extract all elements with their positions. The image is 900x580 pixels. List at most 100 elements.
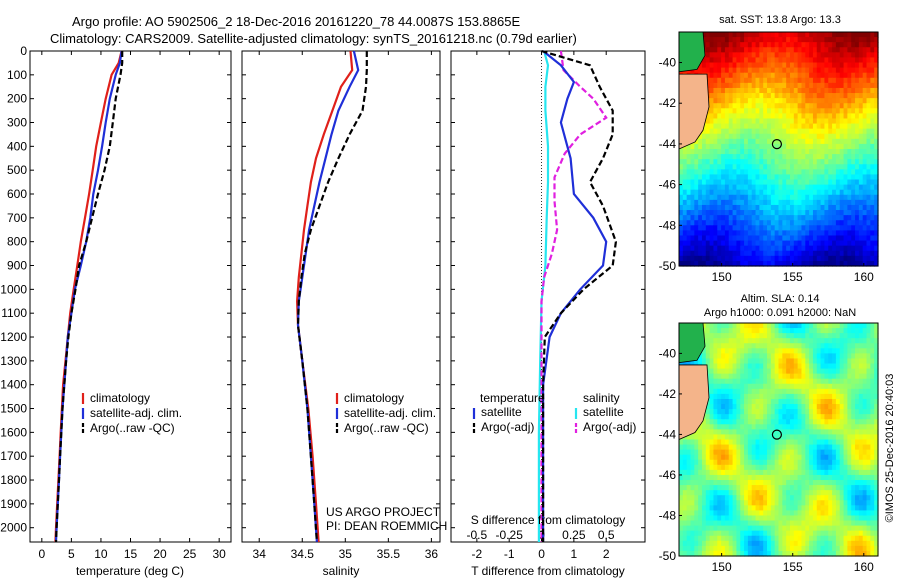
map-cell bbox=[698, 154, 703, 160]
map-cell bbox=[774, 459, 780, 466]
map-cell bbox=[809, 535, 814, 542]
map-cell bbox=[809, 409, 814, 415]
map-cell bbox=[828, 464, 833, 471]
map-cell bbox=[797, 434, 803, 441]
map-cell bbox=[763, 490, 768, 496]
map-cell bbox=[736, 87, 741, 94]
map-cell bbox=[782, 169, 787, 176]
map-cell bbox=[770, 348, 776, 354]
map-cell bbox=[682, 454, 688, 461]
map-cell bbox=[789, 77, 795, 84]
map-cell bbox=[782, 474, 787, 481]
map-cell bbox=[793, 328, 799, 334]
map-cell bbox=[847, 220, 852, 226]
map-cell bbox=[740, 449, 745, 456]
map-cell bbox=[793, 439, 799, 446]
map-cell bbox=[847, 128, 852, 135]
map-cell bbox=[820, 93, 826, 99]
map-cell bbox=[832, 449, 837, 456]
map-cell bbox=[789, 393, 795, 400]
map-cell bbox=[843, 179, 848, 186]
map-cell bbox=[721, 87, 726, 94]
map-cell bbox=[858, 260, 864, 267]
map-cell bbox=[786, 333, 791, 339]
map-cell bbox=[740, 515, 745, 522]
map-cell bbox=[705, 495, 711, 501]
map-cell bbox=[682, 459, 688, 466]
map-cell bbox=[736, 37, 741, 43]
map-cell bbox=[862, 82, 868, 89]
map-cell bbox=[694, 149, 699, 155]
map-cell bbox=[824, 530, 829, 537]
map-cell bbox=[686, 545, 692, 552]
map-cell bbox=[736, 388, 741, 395]
map-cell bbox=[812, 47, 818, 53]
map-cell bbox=[755, 230, 760, 237]
map-cell bbox=[740, 520, 745, 527]
map-cell bbox=[782, 128, 787, 135]
map-cell bbox=[713, 323, 718, 329]
map-cell bbox=[816, 118, 822, 125]
map-cell bbox=[724, 164, 730, 170]
map-cell bbox=[809, 444, 814, 451]
map-cell bbox=[679, 154, 684, 160]
map-cell bbox=[862, 515, 868, 522]
map-cell bbox=[705, 230, 711, 237]
map-cell bbox=[858, 149, 864, 155]
map-cell bbox=[793, 179, 799, 186]
depth-tick-label: 200 bbox=[7, 92, 27, 106]
map-cell bbox=[843, 93, 848, 99]
map-cell bbox=[717, 199, 722, 206]
map-cell bbox=[820, 230, 826, 237]
map-cell bbox=[751, 220, 757, 226]
map-cell bbox=[805, 82, 810, 89]
map-cell bbox=[786, 388, 791, 395]
map-cell bbox=[709, 424, 715, 430]
map-cell bbox=[843, 378, 848, 385]
map-cell bbox=[809, 199, 814, 206]
depth-tick-label: 1000 bbox=[0, 282, 27, 296]
map-cell bbox=[751, 378, 757, 385]
map-cell bbox=[686, 159, 692, 165]
map-cell bbox=[812, 398, 818, 405]
map-cell bbox=[713, 328, 718, 334]
map-cell bbox=[797, 338, 803, 344]
map-cell bbox=[740, 113, 745, 120]
map-cell bbox=[767, 424, 772, 430]
map-cell bbox=[713, 388, 718, 395]
map-cell bbox=[724, 459, 730, 466]
map-cell bbox=[862, 123, 868, 130]
x-tick-label: 35 bbox=[339, 547, 353, 561]
map-cell bbox=[728, 429, 734, 436]
map-cell bbox=[835, 368, 841, 375]
map-cell bbox=[828, 250, 833, 257]
map-cell bbox=[793, 108, 799, 114]
sdiff-argo-line bbox=[540, 50, 608, 542]
map-cell bbox=[832, 255, 837, 262]
map-cell bbox=[805, 235, 810, 242]
map-cell bbox=[713, 199, 718, 206]
map-cell bbox=[724, 230, 730, 237]
map-cell bbox=[721, 449, 726, 456]
map-cell bbox=[862, 525, 868, 532]
map-cell bbox=[816, 378, 822, 385]
map-cell bbox=[855, 368, 860, 375]
map-cell bbox=[786, 199, 791, 206]
map-cell bbox=[816, 333, 822, 339]
map-cell bbox=[713, 72, 718, 79]
map-cell bbox=[824, 149, 829, 155]
map-cell bbox=[728, 434, 734, 441]
map-cell bbox=[858, 179, 864, 186]
map-cell bbox=[736, 510, 741, 517]
map-cell bbox=[870, 383, 875, 390]
map-cell bbox=[724, 260, 730, 267]
map-cell bbox=[701, 510, 707, 517]
map-cell bbox=[809, 515, 814, 522]
map-cell bbox=[705, 245, 711, 252]
map-cell bbox=[770, 37, 776, 43]
map-cell bbox=[858, 454, 864, 461]
map-cell bbox=[805, 118, 810, 125]
map-cell bbox=[759, 348, 764, 354]
map-cell bbox=[797, 348, 803, 354]
map-cell bbox=[870, 398, 875, 405]
